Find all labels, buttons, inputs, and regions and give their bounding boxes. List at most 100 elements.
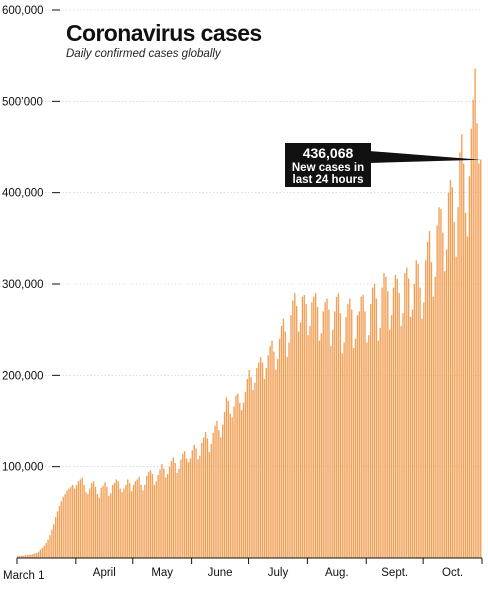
callout-line-2: last 24 hours xyxy=(293,174,364,186)
bar xyxy=(189,458,192,558)
bar xyxy=(417,263,419,558)
y-tick-label: 500’000 xyxy=(2,96,43,108)
bar xyxy=(333,311,336,558)
bar xyxy=(426,241,429,559)
bar xyxy=(244,391,247,558)
bar xyxy=(127,479,129,558)
bar xyxy=(56,511,59,558)
bar xyxy=(406,267,408,558)
x-tick-label-start: March 1 xyxy=(3,570,45,582)
bar xyxy=(381,287,383,558)
bar xyxy=(318,340,321,558)
y-tick-label: 100,000 xyxy=(2,462,44,474)
bar xyxy=(455,256,457,558)
bar xyxy=(53,524,55,558)
bar xyxy=(453,221,455,558)
bar xyxy=(151,473,154,558)
bar xyxy=(476,123,478,558)
bar xyxy=(206,438,209,558)
bar xyxy=(119,488,121,558)
bar xyxy=(117,481,119,558)
bar xyxy=(85,492,87,558)
bar xyxy=(341,353,343,558)
bar xyxy=(428,231,431,558)
bar xyxy=(288,342,290,558)
bar xyxy=(132,484,135,558)
bar xyxy=(389,329,391,558)
bar xyxy=(147,472,150,558)
bar xyxy=(290,315,292,558)
bar xyxy=(216,421,218,558)
bar xyxy=(368,335,370,558)
bar xyxy=(237,393,239,558)
bar xyxy=(70,486,72,558)
bar xyxy=(214,425,216,558)
bar xyxy=(273,351,275,558)
bar xyxy=(153,484,156,558)
bar xyxy=(75,484,78,558)
y-axis-ticks: 100,000 200,000 300,000 400,000 500’000 600,0… xyxy=(2,5,60,474)
bar xyxy=(24,555,26,558)
bar xyxy=(432,296,435,558)
bar xyxy=(256,368,258,558)
bar xyxy=(394,274,397,558)
bar xyxy=(81,477,83,558)
bar xyxy=(142,490,144,558)
callout-pointer xyxy=(369,151,481,163)
bar xyxy=(176,473,178,558)
bar xyxy=(58,505,61,558)
bar xyxy=(102,485,104,558)
bar xyxy=(191,450,193,558)
bar xyxy=(297,331,300,558)
bar xyxy=(32,553,34,558)
bar xyxy=(108,495,110,558)
bar xyxy=(436,225,438,559)
bar xyxy=(49,535,51,558)
bar xyxy=(229,413,231,558)
x-tick-label: Sept. xyxy=(381,567,408,579)
bar xyxy=(123,488,125,558)
bar xyxy=(92,481,95,558)
bar xyxy=(330,346,332,558)
bar xyxy=(366,342,368,558)
bar xyxy=(457,207,459,558)
bar xyxy=(168,466,171,558)
bar xyxy=(178,468,180,558)
bar xyxy=(438,207,440,558)
bars xyxy=(17,68,482,559)
x-axis-ticks: April May June July Aug. Sept. Oct. March 1 xyxy=(3,558,483,582)
bar xyxy=(140,484,142,558)
bar xyxy=(100,487,102,558)
bar xyxy=(195,448,197,558)
y-tick-label: 200,000 xyxy=(2,370,44,382)
bar xyxy=(91,483,93,558)
bar xyxy=(445,249,448,559)
bar xyxy=(204,431,207,558)
bar xyxy=(407,278,410,558)
bar xyxy=(421,318,423,558)
bar xyxy=(161,463,163,558)
bar xyxy=(347,304,349,558)
bar xyxy=(218,430,220,558)
bar xyxy=(210,443,212,558)
bar xyxy=(284,331,286,558)
bar xyxy=(370,304,372,558)
bar xyxy=(239,402,241,558)
bar xyxy=(146,475,148,558)
bar xyxy=(352,347,355,558)
bar xyxy=(423,302,425,558)
bar xyxy=(54,516,57,558)
bar xyxy=(464,212,467,558)
bar xyxy=(182,453,184,558)
bar xyxy=(461,134,463,558)
bar xyxy=(459,152,461,559)
bar xyxy=(66,490,68,558)
bar xyxy=(360,296,362,558)
bar xyxy=(73,488,76,558)
bar xyxy=(254,382,256,558)
bar xyxy=(444,271,446,558)
bar xyxy=(472,99,474,558)
bar xyxy=(335,296,338,558)
bar xyxy=(468,176,471,559)
callout-box xyxy=(285,143,371,187)
